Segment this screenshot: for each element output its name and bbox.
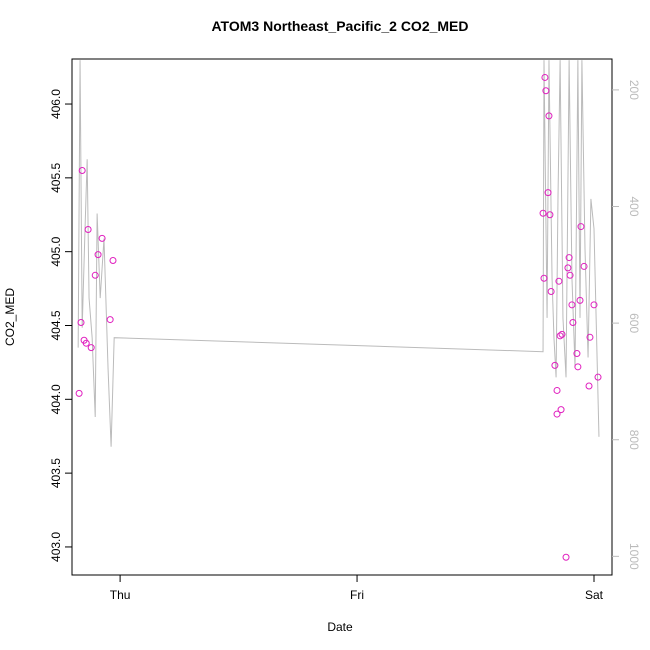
x-tick-label: Thu	[110, 588, 131, 602]
data-point	[555, 277, 563, 285]
data-point	[82, 339, 90, 347]
y-tick-label: 404.0	[49, 384, 63, 414]
data-point	[580, 262, 588, 270]
data-point	[573, 350, 581, 358]
chart-title: ATOM3 Northeast_Pacific_2 CO2_MED	[211, 18, 468, 34]
data-point	[574, 363, 582, 371]
data-point	[106, 316, 114, 324]
data-point	[539, 209, 547, 217]
data-point	[94, 251, 102, 259]
data-point	[577, 223, 585, 231]
data-point	[98, 234, 106, 242]
data-point	[553, 386, 561, 394]
data-point	[542, 87, 550, 95]
data-point	[558, 330, 566, 338]
data-point	[586, 333, 594, 341]
y2-tick-label: 1000	[627, 543, 641, 570]
y-tick-label: 405.5	[49, 163, 63, 193]
data-point	[87, 344, 95, 352]
y-tick-label: 406.0	[49, 89, 63, 119]
x-axis-label: Date	[327, 620, 353, 634]
pressure-line	[77, 60, 600, 447]
data-point	[545, 112, 553, 120]
data-point	[594, 373, 602, 381]
x-tick-label: Fri	[350, 588, 364, 602]
data-point	[91, 271, 99, 279]
data-point	[569, 319, 577, 327]
y-axis-label: CO2_MED	[3, 288, 17, 346]
data-point	[547, 288, 555, 296]
data-point	[576, 296, 584, 304]
data-point	[553, 410, 561, 418]
data-point	[585, 382, 593, 390]
plot-frame	[71, 58, 613, 576]
data-point	[75, 389, 83, 397]
data-point	[551, 361, 559, 369]
data-point	[544, 189, 552, 197]
data-point	[541, 73, 549, 81]
data-point	[565, 254, 573, 262]
data-point	[84, 226, 92, 234]
x-tick-label: Sat	[585, 588, 604, 602]
data-point	[556, 332, 564, 340]
data-point	[566, 271, 574, 279]
y-tick-label: 404.5	[49, 310, 63, 340]
data-point	[540, 274, 548, 282]
data-point	[546, 211, 554, 219]
data-point	[77, 319, 85, 327]
data-point	[557, 406, 565, 414]
y-tick-label: 405.0	[49, 236, 63, 266]
data-point	[78, 166, 86, 174]
plot-area	[75, 60, 602, 561]
y2-tick-label: 200	[627, 80, 641, 100]
y-tick-label: 403.5	[49, 458, 63, 488]
data-point	[564, 264, 572, 272]
data-point	[568, 301, 576, 309]
data-point	[109, 257, 117, 265]
y2-tick-label: 400	[627, 196, 641, 216]
data-point	[590, 301, 598, 309]
y2-tick-label: 600	[627, 313, 641, 333]
y2-tick-label: 800	[627, 430, 641, 450]
data-point	[562, 553, 570, 561]
y-tick-label: 403.0	[49, 532, 63, 562]
